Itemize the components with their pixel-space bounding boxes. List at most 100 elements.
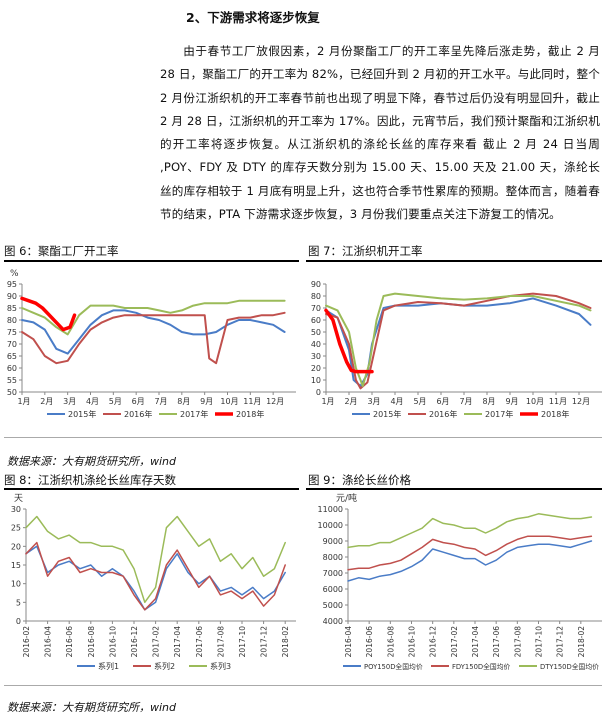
- x-tick-label: 2016-06: [365, 626, 374, 658]
- fig6-caption: 图 6：聚酯工厂开工率: [4, 244, 119, 258]
- x-tick-label: 2017-10: [238, 626, 247, 658]
- legend-label-1: 2015年: [373, 409, 401, 419]
- x-tick-label: 2016-12: [130, 626, 139, 658]
- series-line-3: [325, 292, 592, 387]
- y-tick-label: 0: [16, 617, 21, 626]
- legend-label-3: 系列3: [210, 661, 231, 671]
- y-tick-label: 4000: [323, 617, 343, 626]
- x-tick-label: 9月: [505, 397, 518, 406]
- x-tick-label: 2018-02: [281, 626, 290, 658]
- fig8-caption: 图 8：江浙织机涤纶长丝库存天数: [4, 473, 176, 487]
- y-tick-label: 85: [7, 304, 17, 313]
- legend-label-4: 2018年: [236, 409, 264, 419]
- series-line-3: [25, 515, 286, 604]
- series-line-1: [21, 309, 286, 355]
- x-tick-label: 12月: [572, 397, 590, 406]
- x-tick-label: 2016-08: [87, 626, 96, 658]
- y-tick-label: 95: [7, 280, 17, 289]
- legend-label-3: 2017年: [485, 409, 513, 419]
- x-tick-label: 1月: [321, 397, 334, 406]
- x-tick-label: 2017-04: [173, 626, 182, 658]
- y-tick-label: 70: [7, 340, 17, 349]
- y-axis-label: 元/吨: [336, 492, 357, 504]
- fig7-rule: [306, 260, 602, 262]
- series-line-1: [325, 297, 592, 387]
- x-tick-label: 7月: [154, 397, 167, 406]
- divider: [4, 437, 602, 438]
- y-tick-label: 30: [11, 505, 21, 514]
- fig6-rule: [4, 260, 299, 262]
- legend-label-2: 2016年: [124, 409, 152, 419]
- y-tick-label: 20: [11, 542, 21, 551]
- y-tick-label: 5: [16, 598, 21, 607]
- x-tick-label: 12月: [266, 397, 284, 406]
- fig7-chart: 0 10 20 30 40 50 60 70 80 90 1月 2月 3月 4月 5月 6月 7月 8月 9月 10月…: [311, 280, 602, 419]
- fig8-chart: 天 0 5 10 15 20 25 30 2016-02 2016-04 2016-06 2016-0…: [11, 494, 296, 671]
- y-tick-label: 10000: [318, 521, 343, 530]
- x-tick-label: 2016-10: [408, 626, 417, 658]
- x-tick-label: 5月: [109, 397, 122, 406]
- series-line-2: [325, 292, 592, 390]
- fig9-rule: [306, 488, 602, 490]
- y-tick-label: 10: [311, 376, 321, 385]
- series-line-2: [347, 535, 593, 571]
- legend-label-2: 2016年: [429, 409, 457, 419]
- y-tick-label: 90: [311, 280, 321, 289]
- y-tick-label: 70: [311, 304, 321, 313]
- y-tick-label: 50: [7, 388, 17, 397]
- x-tick-label: 2017-10: [535, 626, 544, 658]
- fig9-chart: 元/吨 4000 5000 6000 7000 8000 9000 10000 11000 201…: [318, 492, 602, 671]
- fig7-caption: 图 7：江浙织机开工率: [308, 244, 423, 258]
- x-tick-label: 11月: [549, 397, 567, 406]
- x-tick-label: 10月: [526, 397, 544, 406]
- x-tick-label: 2018-02: [577, 626, 586, 658]
- series-line-2: [21, 311, 286, 365]
- y-tick-label: 20: [311, 364, 321, 373]
- x-tick-label: 4月: [86, 397, 99, 406]
- legend-label-1: 2015年: [68, 409, 96, 419]
- x-tick-label: 2月: [40, 397, 53, 406]
- x-tick-label: 5月: [413, 397, 426, 406]
- x-tick-label: 8月: [482, 397, 495, 406]
- x-tick-label: 4月: [390, 397, 403, 406]
- x-tick-label: 3月: [367, 397, 380, 406]
- y-tick-label: 50: [311, 328, 321, 337]
- x-tick-label: 2017-12: [260, 626, 269, 658]
- x-tick-label: 9月: [200, 397, 213, 406]
- y-tick-label: 5000: [323, 601, 343, 610]
- fig8-rule: [4, 488, 299, 490]
- legend-label-3: DTY150D全国均价: [540, 662, 599, 671]
- x-tick-label: 2016-02: [22, 626, 31, 658]
- y-tick-label: 65: [7, 352, 17, 361]
- y-tick-label: 30: [311, 352, 321, 361]
- legend-label-2: FDY150D全国均价: [452, 662, 511, 671]
- x-tick-label: 2017-06: [195, 626, 204, 658]
- series-line-4: [324, 308, 374, 374]
- x-tick-label: 2016-04: [44, 626, 53, 658]
- divider: [4, 685, 602, 686]
- y-tick-label: 55: [7, 376, 17, 385]
- x-tick-label: 3月: [63, 397, 76, 406]
- x-tick-label: 2016-12: [429, 626, 438, 658]
- series-line-4: [20, 296, 77, 332]
- x-tick-label: 2016-08: [386, 626, 395, 658]
- fig9-caption: 图 9：涤纶长丝价格: [308, 473, 411, 487]
- series-line-2: [25, 541, 286, 611]
- x-tick-label: 1月: [17, 397, 30, 406]
- y-axis-label: 天: [14, 494, 23, 504]
- x-tick-label: 6月: [132, 397, 145, 406]
- y-tick-label: 80: [7, 316, 17, 325]
- series-line-3: [21, 299, 286, 336]
- source-note-2: 数据来源：大有期货研究所，wind: [7, 701, 177, 714]
- y-tick-label: 80: [311, 292, 321, 301]
- x-tick-label: 2017-02: [152, 626, 161, 658]
- section-heading: 2、下游需求将逐步恢复: [186, 10, 320, 25]
- y-tick-label: 25: [11, 524, 21, 533]
- legend-label-3: 2017年: [180, 409, 208, 419]
- paragraph: 由于春节工厂放假因素，2 月份聚酯工厂的开工率呈先降后涨走势，截止 2 月 28…: [160, 44, 600, 222]
- x-tick-label: 2017-08: [513, 626, 522, 658]
- x-tick-label: 7月: [459, 397, 472, 406]
- y-tick-label: 15: [11, 561, 21, 570]
- x-tick-label: 2017-04: [471, 626, 480, 658]
- x-tick-label: 6月: [436, 397, 449, 406]
